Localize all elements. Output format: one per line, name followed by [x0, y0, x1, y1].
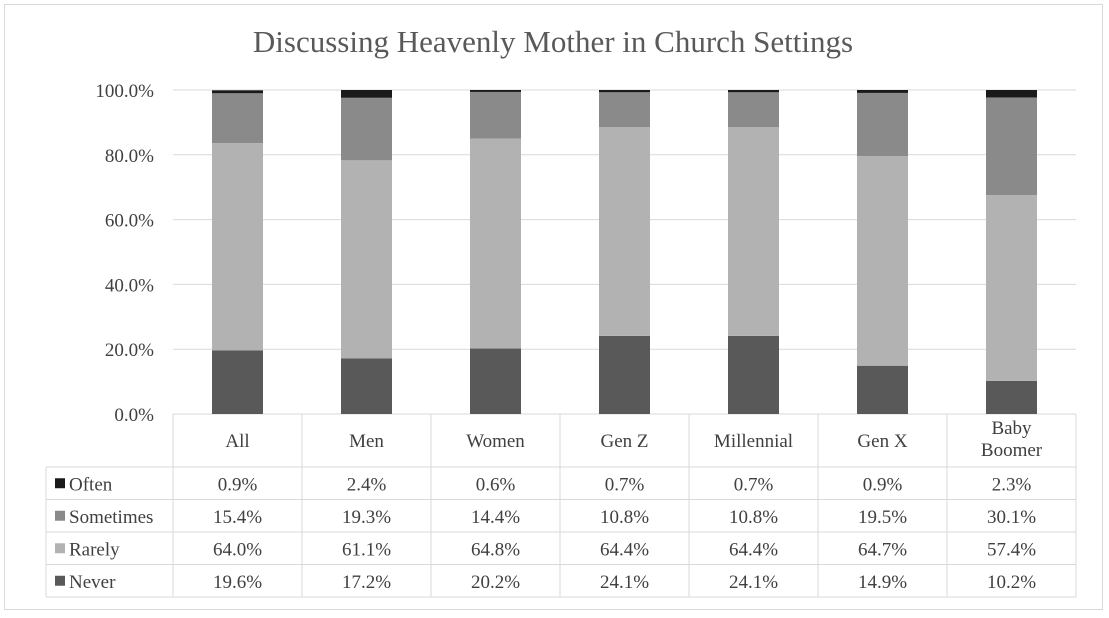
legend-label: Never	[69, 572, 116, 593]
bars	[212, 90, 1037, 414]
bar-segment-never	[470, 348, 521, 414]
table-cell: 57.4%	[987, 539, 1036, 560]
category-label: Baby Boomer	[981, 418, 1043, 461]
bar-segment-sometimes	[599, 92, 650, 128]
category-label: Millennial	[714, 431, 793, 452]
table-cell: 64.8%	[471, 539, 520, 560]
chart-title: Discussing Heavenly Mother in Church Set…	[253, 24, 853, 59]
table-cell: 0.9%	[863, 474, 903, 495]
legend-label: Often	[69, 474, 113, 495]
table-cell: 15.4%	[213, 507, 262, 528]
legend-key-rarely	[55, 543, 65, 554]
table-cell: 64.7%	[858, 539, 907, 560]
table-cell: 24.1%	[729, 572, 778, 593]
bar-segment-never	[599, 335, 650, 414]
category-label: Gen Z	[600, 431, 648, 452]
table-cell: 19.3%	[342, 507, 391, 528]
table-cell: 0.7%	[734, 474, 774, 495]
legend-label: Rarely	[69, 539, 120, 560]
category-label: All	[225, 431, 249, 452]
data-table: All Men Women Gen Z Millennial Gen X Baby Boome…	[45, 414, 1077, 598]
table-cell: 24.1%	[600, 572, 649, 593]
y-tick-label: 0.0%	[114, 405, 154, 426]
bar-segment-often	[986, 90, 1037, 98]
legend-key-never	[55, 575, 65, 586]
bar-segment-never	[986, 380, 1037, 414]
bar-segment-rarely	[986, 194, 1037, 381]
table-cell: 2.3%	[992, 474, 1032, 495]
table-cell: 20.2%	[471, 572, 520, 593]
table-cell: 61.1%	[342, 539, 391, 560]
y-tick-label: 40.0%	[105, 275, 154, 296]
table-cell: 64.0%	[213, 539, 262, 560]
y-axis-tick-labels: 0.0% 20.0% 40.0% 60.0% 80.0% 100.0%	[95, 81, 154, 426]
bar-segment-rarely	[857, 156, 908, 366]
bar-segment-often	[857, 90, 908, 93]
bar-segment-never	[728, 335, 779, 414]
category-label: Gen X	[857, 431, 907, 452]
bar-segment-sometimes	[470, 91, 521, 139]
legend-label: Sometimes	[69, 507, 153, 528]
legend-key-often	[55, 478, 65, 489]
table-cell: 0.6%	[476, 474, 516, 495]
bar-segment-rarely	[470, 138, 521, 349]
bar-segment-rarely	[599, 127, 650, 336]
bar-segment-often	[341, 90, 392, 98]
bar-segment-often	[470, 90, 521, 92]
table-cell: 30.1%	[987, 507, 1036, 528]
bar-segment-never	[857, 365, 908, 414]
category-label: Men	[349, 431, 384, 452]
bar-segment-rarely	[212, 143, 263, 351]
y-tick-label: 80.0%	[105, 146, 154, 167]
y-tick-label: 60.0%	[105, 211, 154, 232]
table-cell: 2.4%	[347, 474, 387, 495]
bar-segment-rarely	[341, 160, 392, 359]
table-cell: 0.9%	[218, 474, 258, 495]
bar-segment-often	[212, 90, 263, 94]
table-cell: 10.2%	[987, 572, 1036, 593]
bar-segment-sometimes	[857, 92, 908, 157]
bar-segment-sometimes	[728, 92, 779, 128]
table-cell: 14.4%	[471, 507, 520, 528]
table-cell: 14.9%	[858, 572, 907, 593]
bar-segment-sometimes	[341, 97, 392, 161]
bar-segment-never	[341, 358, 392, 414]
table-cell: 10.8%	[729, 507, 778, 528]
bar-segment-sometimes	[212, 93, 263, 144]
table-cell: 19.5%	[858, 507, 907, 528]
table-cell: 17.2%	[342, 572, 391, 593]
y-tick-label: 20.0%	[105, 340, 154, 361]
table-cell: 0.7%	[605, 474, 645, 495]
bar-segment-often	[728, 90, 779, 93]
table-cell: 10.8%	[600, 507, 649, 528]
legend-key-sometimes	[55, 510, 65, 521]
bar-segment-never	[212, 350, 263, 414]
chart-frame	[4, 4, 1103, 610]
bar-segment-often	[599, 90, 650, 93]
y-tick-label: 100.0%	[95, 81, 154, 102]
bar-segment-rarely	[728, 127, 779, 336]
category-label: Women	[466, 431, 525, 452]
bar-segment-sometimes	[986, 97, 1037, 195]
table-cell: 64.4%	[729, 539, 778, 560]
table-cell: 19.6%	[213, 572, 262, 593]
table-cell: 64.4%	[600, 539, 649, 560]
